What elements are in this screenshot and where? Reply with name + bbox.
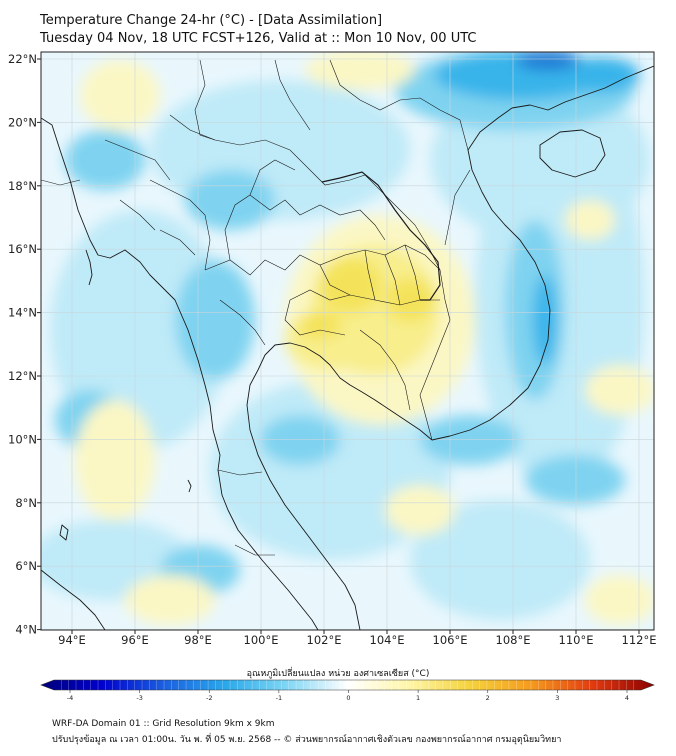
- temperature-field: [41, 52, 654, 625]
- colorbar-tick-label: -3: [136, 694, 142, 702]
- lon-tick-label: 100°E: [244, 633, 279, 647]
- lon-tick-label: 112°E: [622, 633, 657, 647]
- colorbar-tick-label: 0: [346, 694, 350, 702]
- lat-tick-label: 14°N: [8, 306, 37, 320]
- province-borders: [41, 59, 471, 556]
- map-frame: [40, 51, 655, 631]
- lat-tick-label: 18°N: [8, 179, 37, 193]
- colorbar-title: อุณหภูมิเปลี่ยนแปลง หน่วย องศาเซลเซียส (…: [246, 669, 430, 679]
- map-subtitle: Tuesday 04 Nov, 18 UTC FCST+126, Valid a…: [40, 31, 477, 46]
- lon-tick-label: 104°E: [370, 633, 405, 647]
- colorbar: -4 -3 -2 -1 0 1 2 3 4: [40, 679, 655, 702]
- lon-tick-label: 96°E: [121, 633, 149, 647]
- latitude-labels: 22°N 20°N 18°N 16°N 14°N 12°N 10°N 8°N 6°N 4°N: [8, 52, 37, 637]
- colorbar-tick-labels: -4 -3 -2 -1 0 1 2 3 4: [67, 690, 629, 702]
- colorbar-tick-label: 1: [416, 694, 420, 702]
- lon-tick-label: 102°E: [307, 633, 342, 647]
- lat-tick-label: 16°N: [8, 242, 37, 256]
- lat-tick-label: 20°N: [8, 115, 37, 129]
- lon-tick-label: 110°E: [559, 633, 594, 647]
- footer-domain-info: WRF-DA Domain 01 :: Grid Resolution 9km …: [52, 719, 275, 729]
- coastlines: [41, 65, 654, 630]
- colorbar-tick-label: -4: [67, 694, 73, 702]
- lon-tick-label: 106°E: [433, 633, 468, 647]
- colorbar-tick-label: 2: [486, 694, 490, 702]
- lat-tick-label: 22°N: [8, 52, 37, 66]
- lon-tick-label: 94°E: [58, 633, 86, 647]
- colorbar-tick-label: -1: [276, 694, 282, 702]
- lat-tick-label: 12°N: [8, 369, 37, 383]
- lat-tick-label: 10°N: [8, 432, 37, 446]
- lat-tick-label: 8°N: [15, 496, 37, 510]
- longitude-labels: 94°E 96°E 98°E 100°E 102°E 104°E 106°E 108°E 110…: [58, 633, 656, 647]
- lon-tick-label: 98°E: [184, 633, 212, 647]
- lat-tick-label: 4°N: [15, 623, 37, 637]
- map-title: Temperature Change 24-hr (°C) - [Data As…: [40, 13, 383, 28]
- colorbar-tick-label: 3: [555, 694, 559, 702]
- footer-credit: ปรับปรุงข้อมูล ณ เวลา 01:00น. วัน พ. ที่…: [52, 735, 562, 745]
- colorbar-minor-ticks: [61, 680, 634, 690]
- colorbar-tick-label: 4: [625, 694, 629, 702]
- colorbar-tick-label: -2: [206, 694, 212, 702]
- lon-tick-label: 108°E: [496, 633, 531, 647]
- axis-ticks: [37, 58, 640, 634]
- national-border: [321, 171, 441, 301]
- lat-tick-label: 6°N: [15, 559, 37, 573]
